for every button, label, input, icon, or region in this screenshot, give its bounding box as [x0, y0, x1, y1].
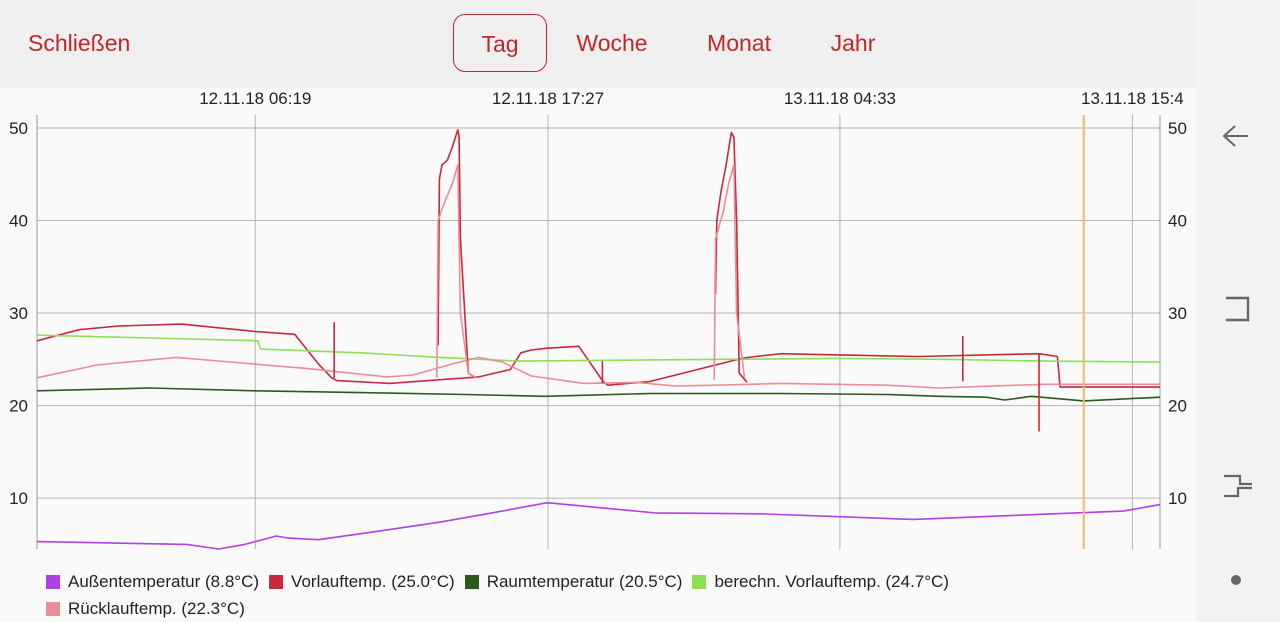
x-tick-label: 13.11.18 15:4 [1081, 89, 1184, 108]
legend-swatch [46, 574, 60, 589]
navigation-bar [1196, 0, 1280, 622]
legend-row: Rücklauftemp. (22.3°C) [46, 595, 1186, 622]
legend-item-vorlauf: Vorlauftemp. (25.0°C) [269, 572, 455, 592]
y-tick-label-left: 30 [9, 304, 28, 323]
temperature-chart[interactable]: 10 10 20 20 30 30 40 40 50 50 12.11.18 06:19 12.11.… [0, 88, 1196, 560]
top-bar: Schließen Tag Woche Monat Jahr [0, 0, 1196, 88]
x-tick-label: 12.11.18 17:27 [492, 89, 604, 108]
spike-line-ruecklauf [713, 164, 746, 380]
legend-label: Außentemperatur (8.8°C) [68, 571, 260, 591]
spike-line-vorlauf [437, 128, 477, 379]
y-tick-label-right: 10 [1168, 489, 1187, 508]
legend-label: Rücklauftemp. (22.3°C) [68, 598, 245, 618]
y-tick-label-left: 40 [9, 211, 28, 230]
overview-icon[interactable] [1216, 464, 1260, 508]
series-line-aussen [36, 501, 1161, 550]
back-icon[interactable] [1216, 114, 1260, 158]
legend-swatch [46, 601, 60, 616]
legend-label: Raumtemperatur (20.5°C) [486, 571, 683, 591]
legend-item-ruecklauf: Rücklauftemp. (22.3°C) [46, 599, 245, 619]
series-line-raum [36, 387, 1161, 402]
tab-woche[interactable]: Woche [562, 14, 662, 72]
legend-label: berechn. Vorlauftemp. (24.7°C) [714, 571, 949, 591]
y-tick-label-right: 40 [1168, 211, 1187, 230]
legend-swatch [269, 574, 284, 589]
legend-row: Außentemperatur (8.8°C) Vorlauftemp. (25… [46, 568, 1186, 595]
legend-swatch [464, 574, 479, 589]
recent-apps-icon[interactable] [1216, 288, 1260, 332]
tab-monat[interactable]: Monat [690, 14, 788, 72]
legend-label: Vorlauftemp. (25.0°C) [291, 571, 455, 591]
tab-tag[interactable]: Tag [453, 14, 547, 72]
y-tick-label-right: 30 [1168, 304, 1187, 323]
tab-jahr[interactable]: Jahr [815, 14, 891, 72]
spike-line-ruecklauf [436, 164, 477, 379]
legend-swatch [692, 574, 707, 589]
series-line-ruecklauf [36, 356, 1160, 389]
legend-item-berechn: berechn. Vorlauftemp. (24.7°C) [692, 572, 949, 592]
legend-item-aussen: Außentemperatur (8.8°C) [46, 572, 259, 592]
home-dot-icon[interactable] [1216, 558, 1260, 602]
plot-area [37, 115, 1160, 549]
y-tick-label-right: 20 [1168, 397, 1187, 416]
series-line-berechn [36, 334, 1161, 363]
x-tick-label: 12.11.18 06:19 [199, 89, 311, 108]
y-tick-label-left: 20 [9, 397, 28, 416]
series-line-vorlauf [36, 323, 1160, 388]
y-tick-label-left: 50 [9, 119, 28, 138]
y-tick-label-right: 50 [1168, 119, 1187, 138]
legend-item-raum: Raumtemperatur (20.5°C) [464, 571, 683, 592]
close-button[interactable]: Schließen [28, 30, 131, 56]
x-tick-label: 13.11.18 04:33 [784, 89, 896, 108]
chart-legend: Außentemperatur (8.8°C) Vorlauftemp. (25… [46, 568, 1186, 622]
y-tick-label-left: 10 [9, 489, 28, 508]
